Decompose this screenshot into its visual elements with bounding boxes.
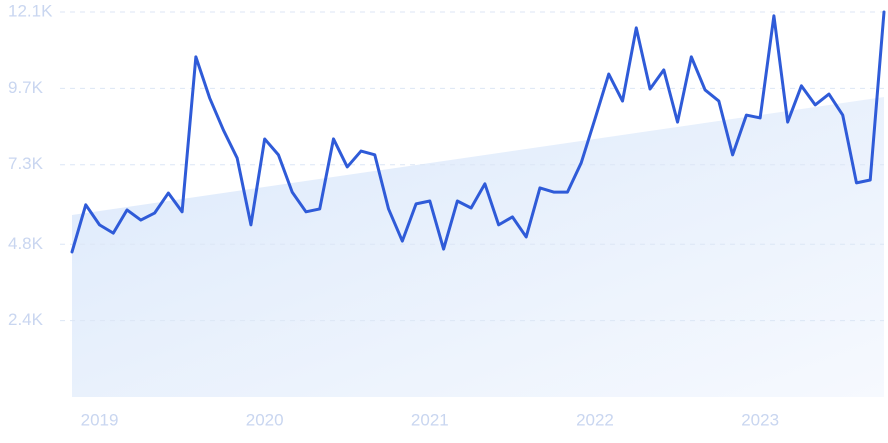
line	[70, 10, 886, 254]
y-tick-label: 12.1K	[8, 1, 53, 20]
x-tick-label: 2023	[741, 410, 779, 429]
trend-area	[72, 96, 884, 398]
x-tick-label: 2021	[411, 410, 449, 429]
x-tick-label: 2022	[576, 410, 614, 429]
y-tick-label: 7.3K	[8, 154, 44, 173]
y-tick-label: 4.8K	[8, 234, 44, 253]
y-tick-label: 9.7K	[8, 78, 44, 97]
y-tick-label: 2.4K	[8, 310, 44, 329]
x-tick-label: 2019	[81, 410, 119, 429]
x-tick-label: 2020	[246, 410, 284, 429]
